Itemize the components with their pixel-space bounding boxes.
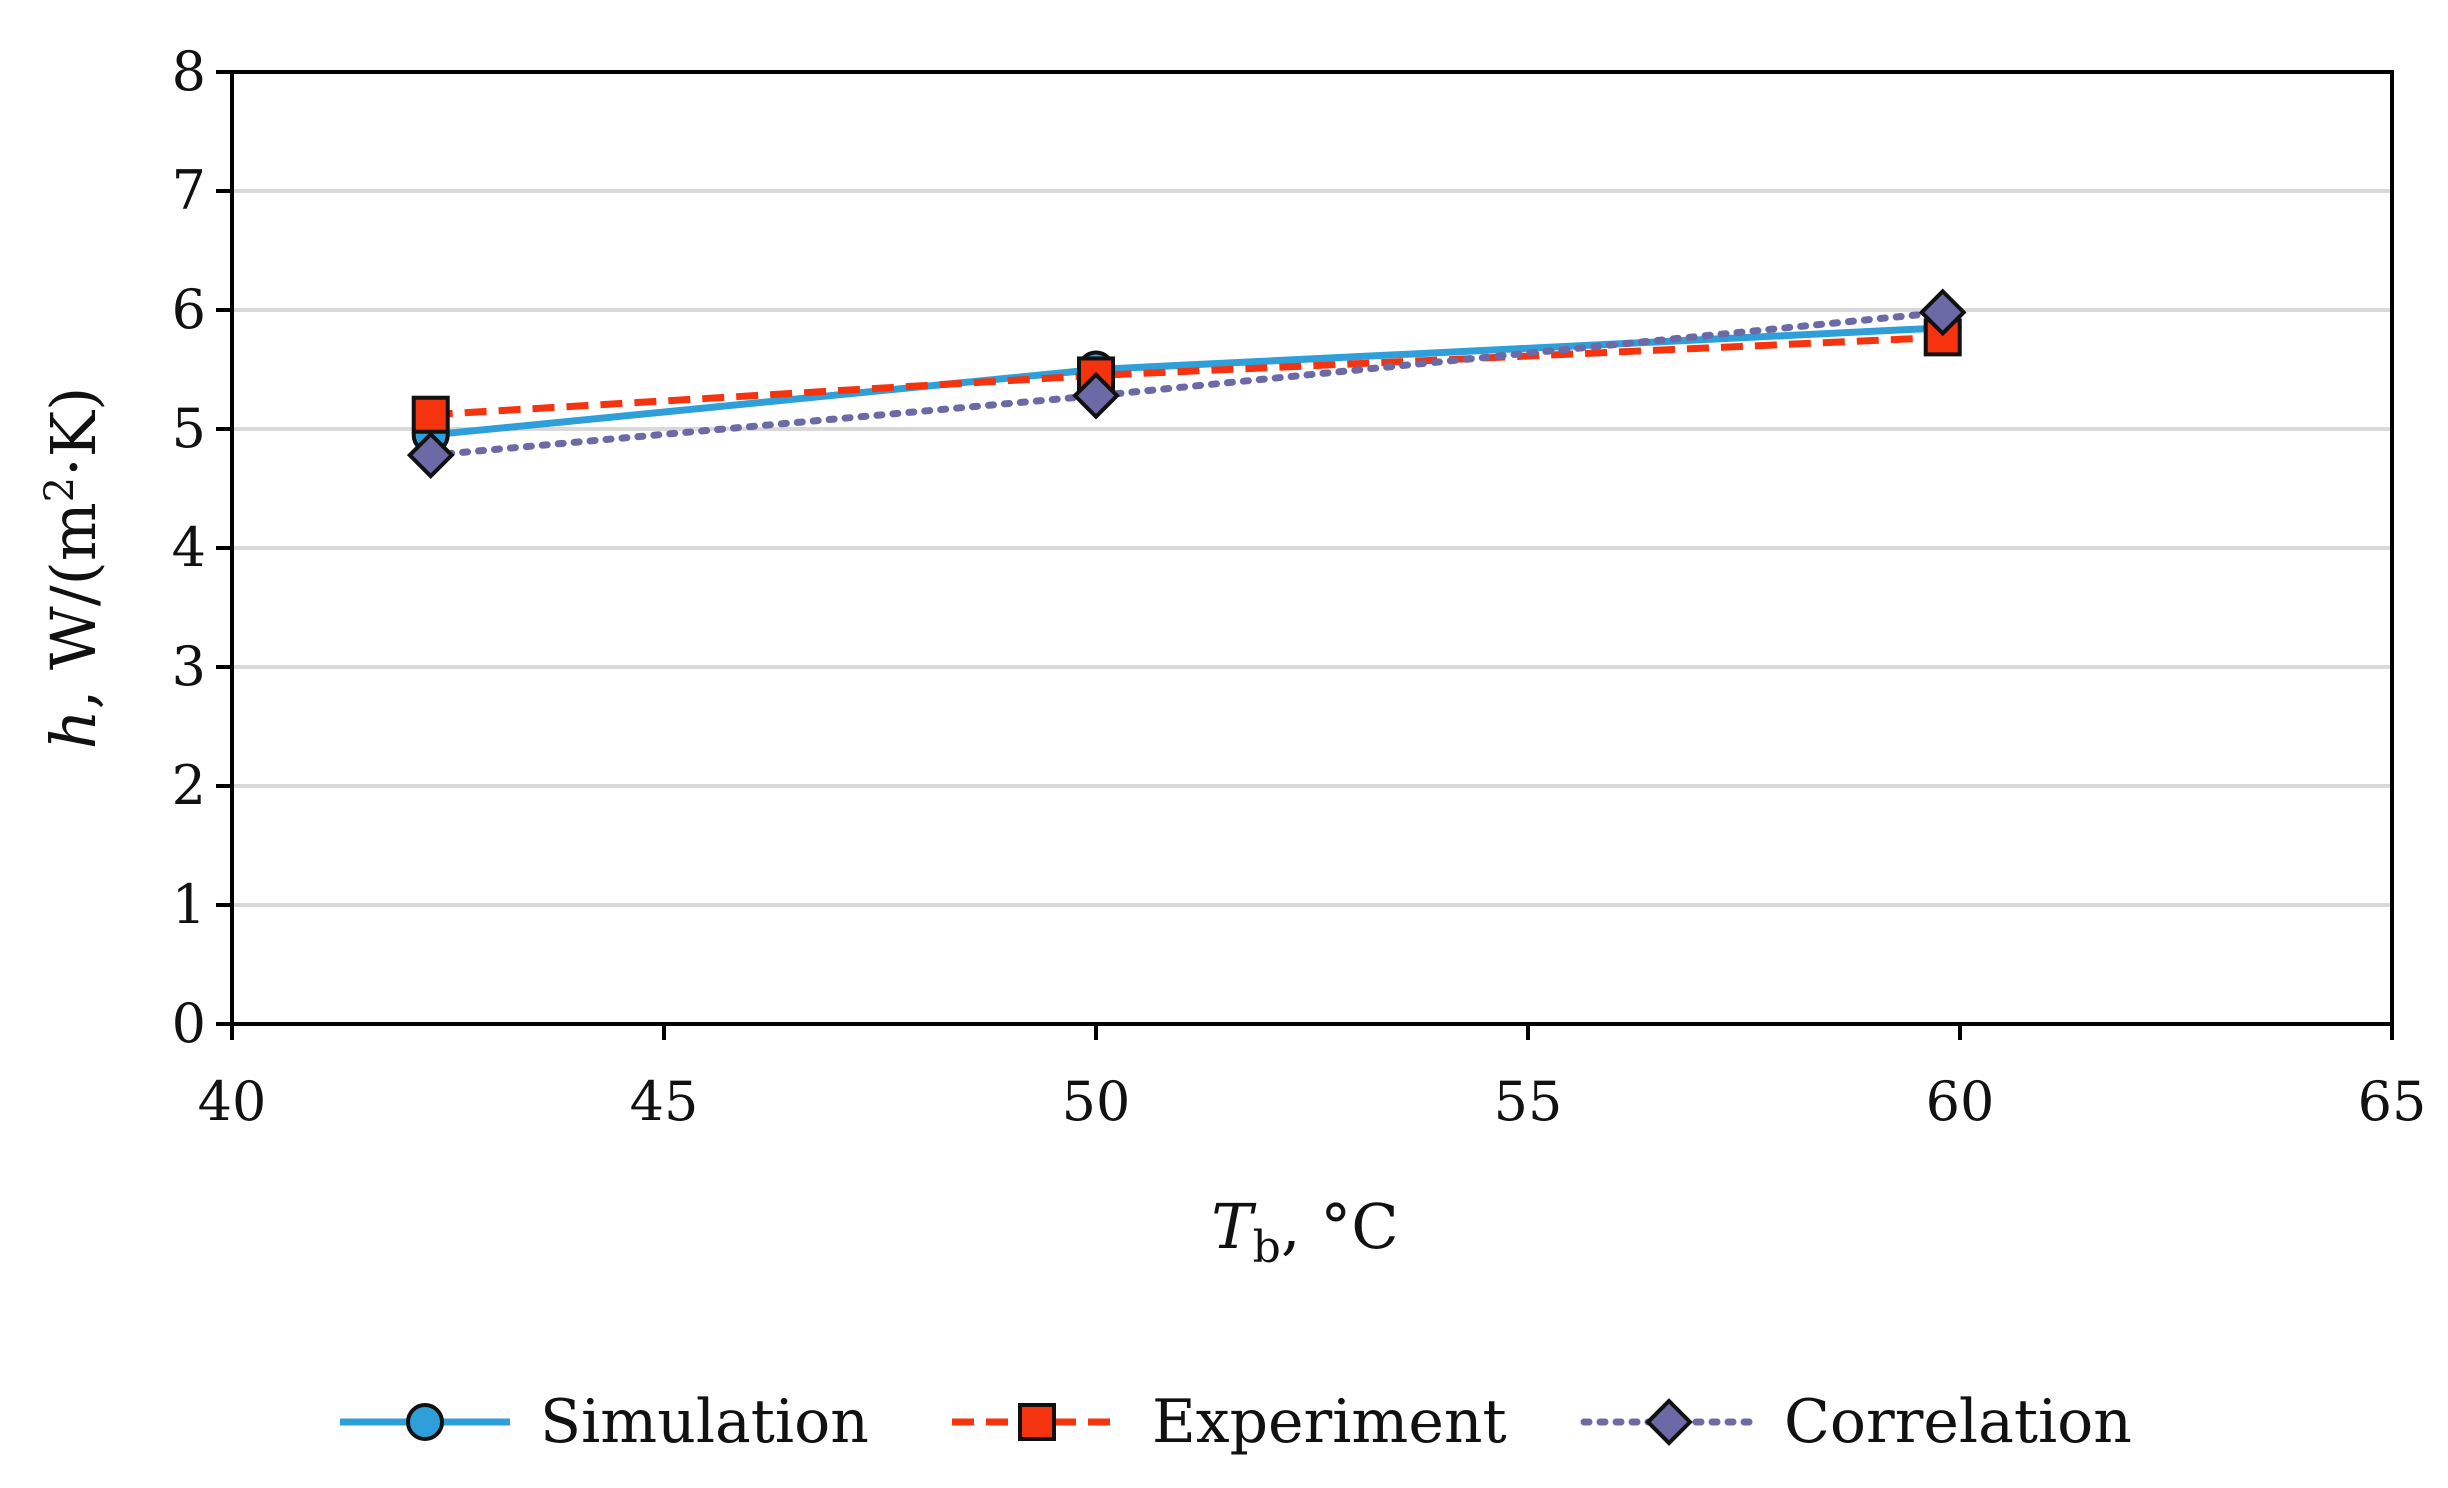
y-tick-label-6: 6 bbox=[172, 278, 206, 341]
legend-item-experiment: Experiment bbox=[952, 1387, 1507, 1457]
x-tick-label-4: 60 bbox=[1926, 1070, 1995, 1133]
y-axis-unit-pre: , W/(m bbox=[37, 502, 110, 709]
x-axis-sub: b bbox=[1253, 1222, 1281, 1273]
axes bbox=[216, 70, 2394, 1040]
x-axis-var: T bbox=[1211, 1190, 1257, 1263]
y-axis-unit-post: ·K) bbox=[37, 387, 110, 477]
correlation-line bbox=[427, 308, 1947, 459]
x-tick-label-3: 55 bbox=[1494, 1070, 1563, 1133]
y-axis-title: h, W/(m2·K) bbox=[37, 387, 110, 750]
y-tick-label-2: 2 bbox=[172, 754, 206, 817]
legend-experiment-marker bbox=[1018, 1403, 1056, 1441]
legend-simulation-marker bbox=[406, 1403, 444, 1441]
simulation-line bbox=[430, 324, 1943, 439]
legend-simulation-label: Simulation bbox=[540, 1387, 869, 1457]
x-tick-label-0: 40 bbox=[198, 1070, 267, 1133]
y-tick-label-1: 1 bbox=[172, 873, 206, 936]
series-correlation bbox=[406, 288, 1967, 480]
legend-item-correlation: Correlation bbox=[1580, 1387, 2132, 1457]
x-tick-label-2: 50 bbox=[1062, 1070, 1131, 1133]
y-axis-var: h bbox=[37, 709, 110, 749]
legend-item-simulation: Simulation bbox=[340, 1387, 869, 1457]
series-layer bbox=[406, 288, 1967, 480]
y-tick-label-3: 3 bbox=[172, 635, 206, 698]
x-axis-title: Tb, °C bbox=[1211, 1190, 1398, 1273]
x-tick-label-5: 65 bbox=[2358, 1070, 2427, 1133]
y-tick-label-0: 0 bbox=[172, 992, 206, 1055]
x-tick-label-1: 45 bbox=[630, 1070, 699, 1133]
experiment-line bbox=[430, 333, 1943, 419]
x-axis-unit: , °C bbox=[1281, 1190, 1399, 1263]
y-axis-sup: 2 bbox=[37, 477, 83, 502]
legend: Simulation Experiment Correlation bbox=[340, 1387, 2132, 1457]
legend-correlation-label: Correlation bbox=[1784, 1387, 2132, 1457]
legend-correlation-marker bbox=[1645, 1398, 1693, 1446]
legend-experiment-label: Experiment bbox=[1152, 1387, 1507, 1457]
y-tick-label-7: 7 bbox=[172, 159, 206, 222]
y-tick-label-8: 8 bbox=[172, 40, 206, 103]
experiment-point-0 bbox=[411, 395, 450, 434]
grid-lines bbox=[232, 189, 2392, 907]
correlation-point-0 bbox=[406, 431, 455, 480]
correlation-point-1 bbox=[1072, 371, 1120, 420]
y-tick-label-5: 5 bbox=[172, 397, 206, 460]
y-tick-label-4: 4 bbox=[172, 516, 206, 579]
correlation-point-2 bbox=[1918, 288, 1967, 337]
